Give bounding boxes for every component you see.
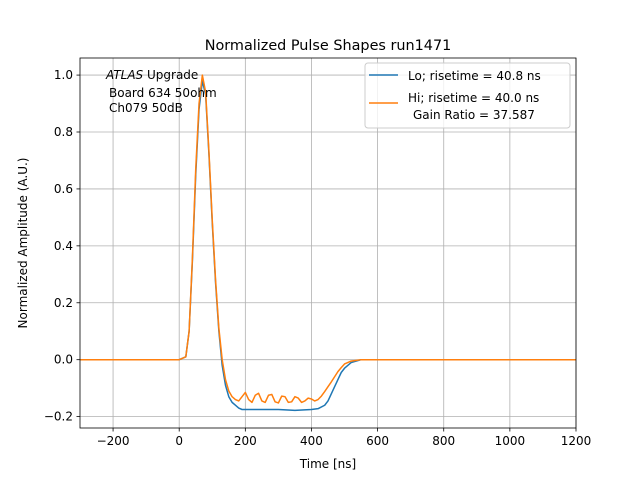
x-tick-label: 600 bbox=[366, 434, 389, 448]
plot-frame bbox=[79, 57, 577, 429]
y-axis-label: Normalized Amplitude (A.U.) bbox=[16, 158, 30, 329]
legend: Lo; risetime = 40.8 ns Hi; risetime = 40… bbox=[364, 62, 571, 129]
y-tick-label: 0.0 bbox=[54, 353, 73, 367]
legend-label-hi: Hi; risetime = 40.0 ns bbox=[408, 91, 539, 105]
legend-label-hi-gain: Gain Ratio = 37.587 bbox=[413, 108, 535, 122]
legend-label-lo: Lo; risetime = 40.8 ns bbox=[408, 69, 541, 83]
legend-box bbox=[364, 62, 571, 129]
y-tick-label: 0.4 bbox=[54, 239, 73, 253]
series-layer bbox=[80, 74, 576, 412]
annotation-upgrade: Upgrade bbox=[143, 68, 198, 82]
y-tick-label: 0.8 bbox=[54, 125, 73, 139]
x-tick-label: 0 bbox=[175, 434, 183, 448]
y-tick-label: 0.6 bbox=[54, 182, 73, 196]
x-tick-label: 800 bbox=[432, 434, 455, 448]
annotation-atlas: ATLAS bbox=[105, 68, 144, 82]
x-axis-ticks: −200 0 200 400 600 800 1000 1200 bbox=[97, 428, 592, 448]
y-tick-label: 1.0 bbox=[54, 68, 73, 82]
y-tick-label: 0.2 bbox=[54, 296, 73, 310]
y-axis-ticks: −0.2 0.0 0.2 0.4 0.6 0.8 1.0 bbox=[44, 68, 80, 424]
x-tick-label: 200 bbox=[234, 434, 257, 448]
atlas-annotation: ATLAS Upgrade Board 634 50ohm Ch079 50dB bbox=[105, 68, 217, 115]
annotation-line-2: Board 634 50ohm bbox=[109, 86, 217, 100]
x-tick-label: 1200 bbox=[561, 434, 592, 448]
x-axis-label: Time [ns] bbox=[299, 457, 356, 471]
y-tick-label: −0.2 bbox=[44, 410, 73, 424]
annotation-line-3: Ch079 50dB bbox=[109, 101, 183, 115]
x-tick-label: 1000 bbox=[495, 434, 526, 448]
x-tick-label: −200 bbox=[97, 434, 130, 448]
chart-title: Normalized Pulse Shapes run1471 bbox=[205, 38, 452, 54]
series-line-hi bbox=[80, 74, 576, 404]
x-tick-label: 400 bbox=[300, 434, 323, 448]
annotation-line-1: ATLAS Upgrade bbox=[105, 68, 198, 82]
